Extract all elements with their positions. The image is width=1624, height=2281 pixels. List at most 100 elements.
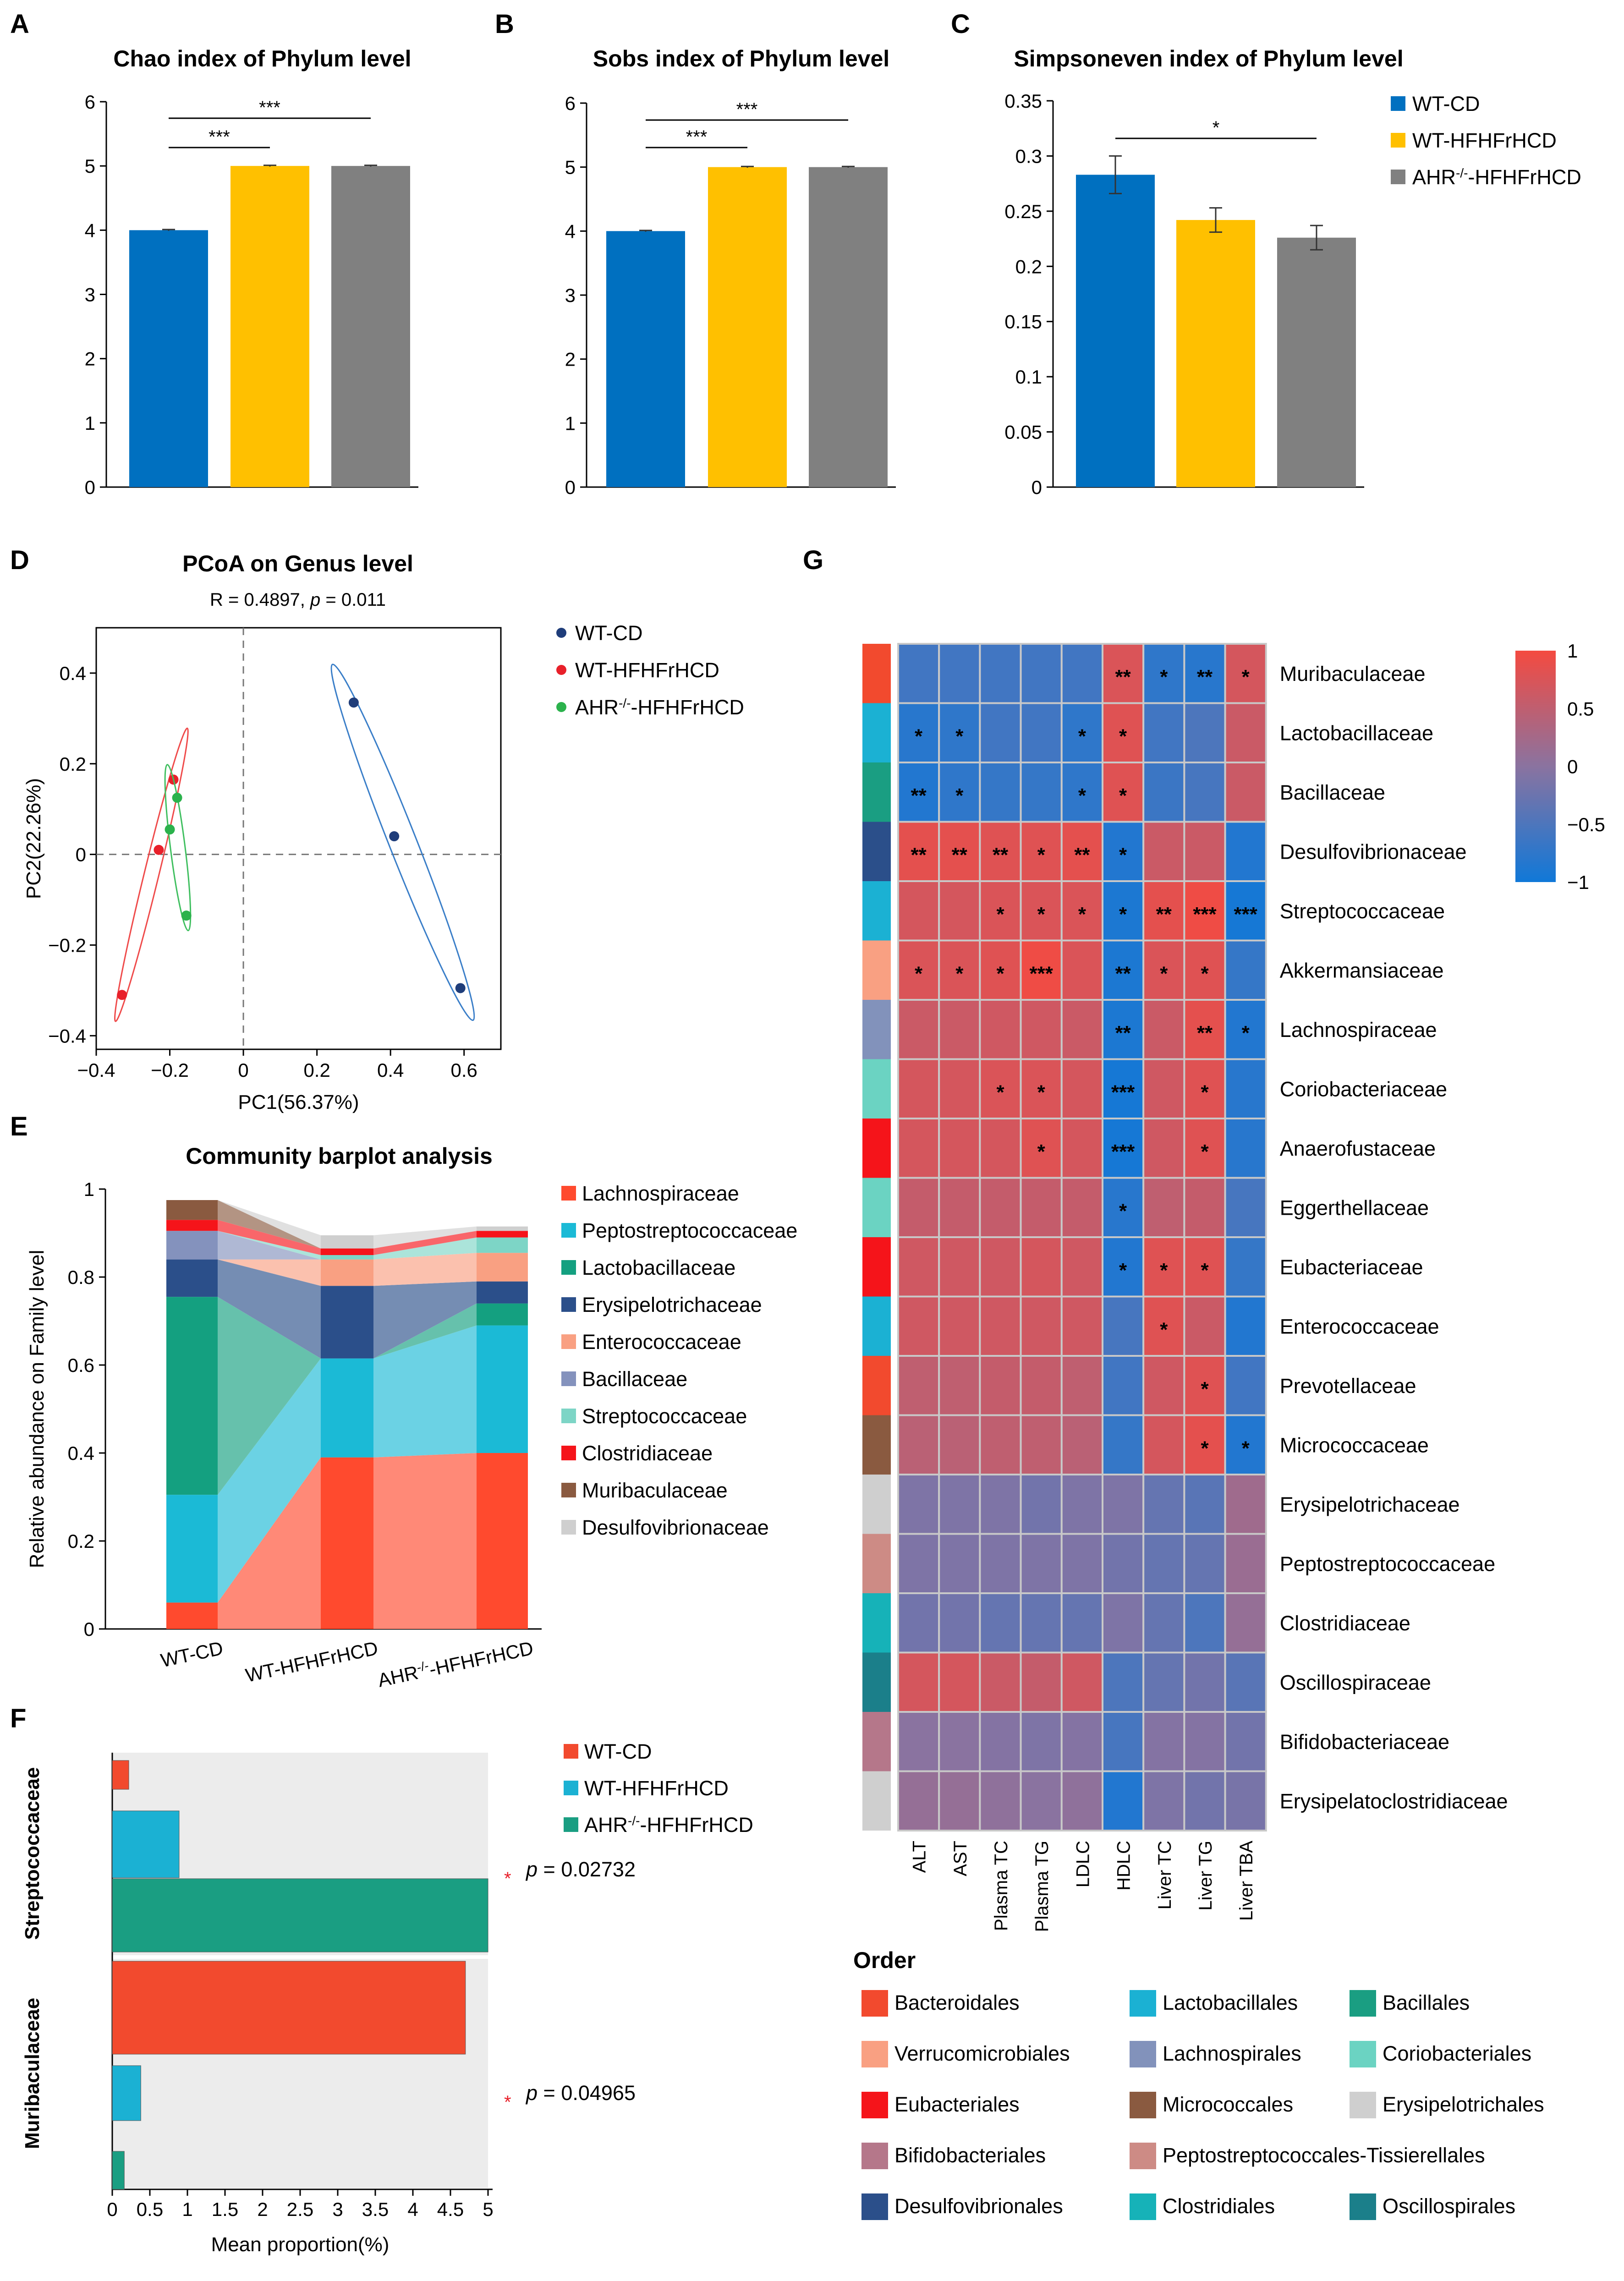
heatmap-cell — [1102, 1474, 1145, 1535]
bar-wt-cd — [1076, 175, 1155, 488]
heatmap-cell — [1060, 1355, 1104, 1416]
chart-title: Sobs index of Phylum level — [593, 46, 889, 71]
heatmap-cell — [1183, 1474, 1226, 1535]
heatmap-cell — [1060, 1711, 1104, 1772]
stack-lachnospiraceae — [477, 1453, 528, 1629]
y-tick-label: 0 — [565, 477, 576, 498]
legend-label-ahr: AHR-/--HFHFrHCD — [1412, 165, 1581, 189]
legend-swatch-wt-cd — [564, 1744, 578, 1759]
y-tick-label: 3 — [85, 284, 95, 306]
heatmap-cell — [1224, 1592, 1267, 1654]
cell-significance: ** — [952, 844, 968, 866]
stack-peptostreptococcaceae — [166, 1495, 218, 1603]
x-tick-label: 0.2 — [303, 1059, 330, 1081]
x-tick-label: 2 — [257, 2199, 268, 2220]
chart-title: PCoA on Genus level — [182, 551, 413, 576]
heatmap-cell — [979, 1414, 1022, 1475]
heatmap-cell — [979, 1355, 1022, 1416]
heatmap-cell — [979, 1118, 1022, 1179]
chart-title: Community barplot analysis — [186, 1143, 493, 1169]
y-tick-label: 0.2 — [1015, 256, 1042, 277]
y-tick-label: 1 — [565, 412, 576, 434]
heatmap-cell — [897, 1770, 940, 1831]
chao-bar-chart: Chao index of Phylum level 0 1 2 3 4 5 6 *** *** — [85, 46, 418, 498]
colorbar-tick-label: −0.5 — [1567, 814, 1605, 835]
order-strip-streptococcaceae — [862, 881, 891, 941]
p-value-muribaculaceae: p = 0.04965 — [525, 2081, 636, 2105]
heatmap-cell — [1183, 1651, 1226, 1713]
f-legend: WT-CD WT-HFHFrHCD AHR-/--HFHFrHCD — [564, 1740, 753, 1837]
heatmap-cell — [1060, 1592, 1104, 1654]
flow-bacillaceae — [218, 1231, 321, 1260]
column-label-plasma-tg: Plasma TG — [1032, 1841, 1052, 1932]
x-tick-label: 4 — [407, 2199, 418, 2220]
order-strip-enterococcaceae — [862, 1296, 891, 1356]
y-tick-label: 0 — [76, 844, 86, 866]
legend-swatch-clostridiaceae — [561, 1446, 576, 1460]
cell-significance: * — [996, 1081, 1004, 1103]
order-strip-akkermansiaceae — [862, 940, 891, 1000]
row-label-clostridiaceae: Clostridiaceae — [1280, 1612, 1410, 1635]
heatmap-cell — [897, 1592, 940, 1654]
heatmap-cell — [979, 1770, 1022, 1831]
order-swatch-coriobacteriales — [1350, 2041, 1376, 2067]
heatmap-cell — [938, 1295, 981, 1357]
heatmap-cell — [1224, 702, 1267, 763]
heatmap-cell — [1020, 1414, 1063, 1475]
heatmap-cell — [1020, 1651, 1063, 1713]
cell-significance: * — [1201, 1259, 1209, 1282]
cell-significance: ** — [911, 784, 927, 807]
heatmap-cell — [1183, 702, 1226, 763]
heatmap-cell — [1142, 1414, 1185, 1475]
column-label-alt: ALT — [910, 1841, 930, 1873]
heatmap-cell — [1183, 1414, 1226, 1475]
heatmap-cell — [1224, 1295, 1267, 1357]
cell-significance: * — [1160, 1318, 1168, 1341]
plot-frame — [95, 627, 502, 1050]
order-label-erysipelotrichales: Erysipelotrichales — [1383, 2093, 1544, 2116]
flow-peptostreptococcaceae — [373, 1325, 477, 1458]
cell-significance: * — [996, 903, 1004, 926]
heatmap-cell — [1224, 1651, 1267, 1713]
significance-star: * — [504, 1869, 511, 1889]
bar-streptococcaceae-1 — [112, 1810, 180, 1878]
flow-desulfovibrionaceae — [218, 1200, 321, 1249]
row-label-micrococcaceae: Micrococcaceae — [1280, 1433, 1429, 1457]
point-wt-hfhfrhcd — [154, 844, 164, 855]
bar-wt-hfhfrhcd — [708, 167, 787, 488]
y-tick-label: 3 — [565, 285, 576, 306]
legend-label-ahr: AHR-/--HFHFrHCD — [575, 696, 744, 719]
stack-lactobacillaceae — [166, 1297, 218, 1495]
order-label-bacillales: Bacillales — [1383, 1991, 1470, 2014]
heatmap-cell — [897, 999, 940, 1060]
order-swatch-bacillales — [1350, 1990, 1376, 2017]
heatmap-cell — [1102, 939, 1145, 1001]
order-strip-bacillaceae — [862, 762, 891, 822]
heatmap-cell — [1142, 821, 1185, 882]
order-swatch-peptostreptococcales-tissierellales — [1130, 2143, 1156, 2169]
legend-label-wt-cd: WT-CD — [575, 621, 642, 645]
y-tick-label: 6 — [565, 93, 576, 114]
sobs-bar-chart: Sobs index of Phylum level 0 1 2 3 4 5 6 *** *** — [565, 46, 896, 498]
stack-bacillaceae — [166, 1231, 218, 1260]
legend-swatch-bacillaceae — [561, 1371, 576, 1386]
heatmap-cell — [1142, 939, 1185, 1001]
y-axis-label: PC2(22.26%) — [22, 778, 45, 899]
x-tick-label: 1 — [182, 2199, 192, 2220]
cell-significance: * — [1037, 1140, 1046, 1163]
panel-label-e: E — [10, 1112, 28, 1141]
heatmap-cell — [1102, 702, 1145, 763]
cell-significance: * — [1242, 1437, 1250, 1459]
heatmap-cell — [1020, 1355, 1063, 1416]
x-tick-label: 0.5 — [137, 2199, 163, 2220]
order-swatch-clostridiales — [1130, 2193, 1156, 2220]
legend-label-peptostreptococcaceae: Peptostreptococcaceae — [582, 1219, 797, 1242]
heatmap-cell — [1183, 1592, 1226, 1654]
cell-significance: * — [1119, 784, 1127, 807]
bar-muribaculaceae-2 — [112, 2151, 125, 2190]
heatmap-cell — [1142, 1177, 1185, 1238]
heatmap-cell — [897, 1711, 940, 1772]
y-tick-label: 0.1 — [1015, 366, 1042, 388]
order-label-bifidobacteriales: Bifidobacteriales — [894, 2144, 1046, 2167]
order-swatch-lachnospirales — [1130, 2041, 1156, 2067]
